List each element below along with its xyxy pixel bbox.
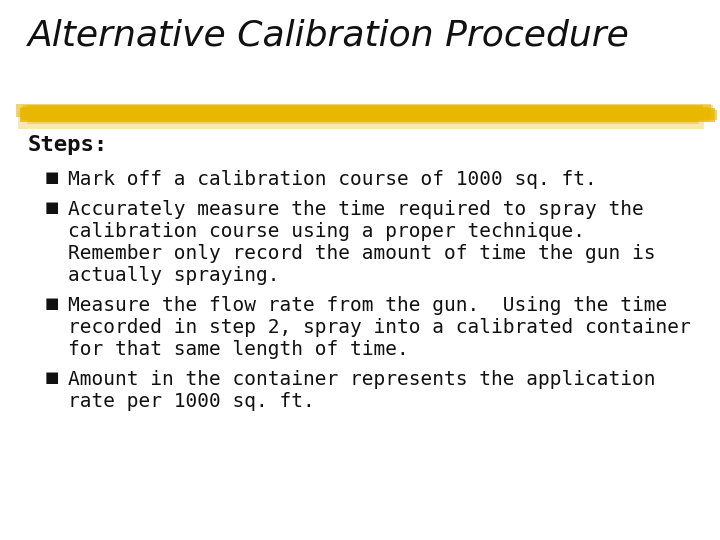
Bar: [18, 111, 703, 129]
Bar: [27, 105, 703, 120]
Bar: [23, 105, 713, 120]
Text: actually spraying.: actually spraying.: [68, 266, 279, 285]
Text: Accurately measure the time required to spray the: Accurately measure the time required to …: [68, 200, 644, 219]
Text: recorded in step 2, spray into a calibrated container: recorded in step 2, spray into a calibra…: [68, 318, 690, 337]
Text: Mark off a calibration course of 1000 sq. ft.: Mark off a calibration course of 1000 sq…: [68, 170, 597, 189]
Bar: [27, 111, 699, 124]
Text: Remember only record the amount of time the gun is: Remember only record the amount of time …: [68, 244, 655, 263]
Text: Alternative Calibration Procedure: Alternative Calibration Procedure: [28, 18, 630, 52]
Text: calibration course using a proper technique.: calibration course using a proper techni…: [68, 222, 585, 241]
Bar: [20, 107, 710, 119]
Bar: [21, 110, 717, 119]
Text: ■: ■: [45, 170, 59, 185]
Text: rate per 1000 sq. ft.: rate per 1000 sq. ft.: [68, 392, 315, 411]
Text: Measure the flow rate from the gun.  Using the time: Measure the flow rate from the gun. Usin…: [68, 296, 667, 315]
Bar: [22, 106, 701, 118]
Text: for that same length of time.: for that same length of time.: [68, 340, 409, 359]
Bar: [17, 104, 711, 117]
Bar: [22, 109, 692, 119]
Text: ■: ■: [45, 296, 59, 311]
Text: Steps:: Steps:: [28, 135, 108, 155]
Bar: [20, 108, 715, 122]
Bar: [22, 107, 709, 120]
Text: ■: ■: [45, 370, 59, 385]
Text: Amount in the container represents the application: Amount in the container represents the a…: [68, 370, 655, 389]
Text: ■: ■: [45, 200, 59, 215]
Bar: [30, 109, 697, 122]
Bar: [27, 110, 701, 118]
